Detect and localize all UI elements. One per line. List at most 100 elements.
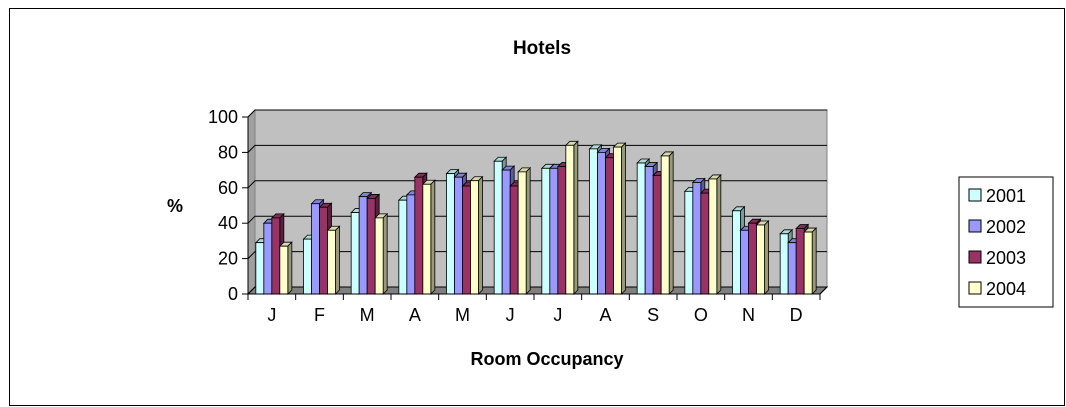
x-tick-label: F — [314, 305, 325, 325]
bar-front — [327, 229, 336, 295]
legend-label: 2004 — [986, 279, 1026, 299]
y-tick-label: 20 — [218, 249, 238, 269]
y-axis-title: % — [167, 196, 183, 216]
bar-front — [700, 192, 710, 295]
y-tick-label: 40 — [218, 213, 238, 233]
y-tick-label: 0 — [228, 284, 238, 304]
bar — [278, 241, 293, 295]
bar-front — [398, 199, 408, 295]
x-tick-label: J — [506, 305, 515, 325]
legend-swatch — [968, 219, 982, 233]
bar — [803, 227, 818, 295]
legend-label: 2001 — [986, 186, 1026, 206]
bar-front — [613, 146, 622, 295]
bar-front — [636, 162, 646, 295]
legend-label: 2002 — [986, 217, 1026, 237]
bar-front — [414, 176, 424, 295]
bar-front — [374, 217, 384, 295]
chart-title: Hotels — [513, 38, 571, 59]
bar-front — [406, 194, 416, 295]
bar — [660, 150, 675, 295]
legend-swatch — [968, 281, 982, 295]
bar-side — [382, 212, 388, 295]
bar-front — [684, 190, 694, 295]
bar-front — [557, 166, 567, 295]
bar-front — [358, 196, 368, 295]
bar-front — [787, 242, 797, 295]
bar-front — [692, 182, 702, 295]
bar — [707, 173, 722, 295]
bar-front — [779, 233, 789, 295]
x-tick-label: M — [360, 305, 375, 325]
bar-front — [708, 178, 718, 295]
bar-side — [573, 140, 579, 295]
gridline — [247, 215, 827, 224]
bar-front — [660, 155, 670, 295]
bar-side — [668, 150, 674, 295]
legend-swatch — [968, 188, 982, 202]
bar-side — [621, 142, 626, 295]
x-tick-label: S — [647, 305, 659, 325]
x-tick-label: O — [694, 305, 708, 325]
legend: 2001 2002 2003 2004 — [958, 176, 1054, 308]
legend-swatch — [968, 250, 982, 264]
x-tick-label: J — [267, 305, 276, 325]
bar-front — [803, 231, 813, 295]
bar-front — [422, 183, 432, 295]
bar-front — [652, 175, 662, 295]
plot-area: 0 20 40 60 80 100 J F M A M J J A S O N D — [208, 107, 829, 325]
bar-side — [811, 227, 817, 295]
bar-front — [470, 180, 479, 295]
bar-front — [756, 224, 765, 295]
bar-front — [319, 206, 328, 295]
bar-front — [565, 144, 575, 295]
gridline — [247, 251, 827, 259]
bar-front — [462, 185, 471, 295]
bar-front — [589, 148, 598, 295]
x-axis-depth-line — [819, 286, 828, 295]
bar-front — [644, 166, 654, 295]
x-tick-label: N — [742, 305, 755, 325]
bar — [421, 179, 436, 295]
x-axis-title: Room Occupancy — [470, 349, 623, 369]
bar — [755, 220, 770, 295]
bar-front — [509, 185, 519, 295]
bar-side — [287, 241, 293, 295]
bar — [564, 140, 579, 295]
legend-label: 2003 — [986, 248, 1026, 268]
bar-side — [335, 225, 340, 295]
bar-side — [478, 175, 483, 295]
bar — [326, 225, 341, 295]
gridline — [247, 286, 827, 295]
bar-front — [493, 160, 503, 295]
bar-front — [732, 210, 741, 295]
x-tick-label: M — [455, 305, 470, 325]
x-tick-label: A — [599, 305, 611, 325]
bar-front — [501, 169, 511, 295]
bar-front — [517, 171, 527, 295]
bar-front — [795, 228, 805, 295]
x-tick-label: A — [409, 305, 421, 325]
bar-side — [430, 179, 436, 295]
gridline — [247, 180, 827, 189]
bar-front — [748, 222, 757, 295]
bar-side — [716, 173, 722, 295]
bar-front — [271, 217, 281, 295]
chart-svg: Hotels % Room Occupancy 0 20 40 60 80 100 J F M A… — [167, 38, 1054, 369]
chart-frame: Hotels % Room Occupancy 0 20 40 60 80 100 J F M A… — [9, 8, 1065, 406]
bar-front — [597, 151, 606, 295]
bar-front — [279, 245, 289, 295]
bar-side — [764, 220, 769, 295]
plot-side-wall — [247, 108, 256, 296]
bar-front — [740, 229, 749, 295]
bar — [374, 212, 389, 295]
bar-front — [263, 222, 273, 295]
y-tick-label: 80 — [218, 142, 238, 162]
bar — [469, 175, 484, 295]
bar-front — [311, 203, 320, 295]
y-tick-label: 100 — [208, 107, 238, 127]
x-tick-label: J — [553, 305, 562, 325]
bar — [517, 166, 532, 295]
gridline — [247, 144, 827, 153]
bar-front — [255, 242, 265, 295]
